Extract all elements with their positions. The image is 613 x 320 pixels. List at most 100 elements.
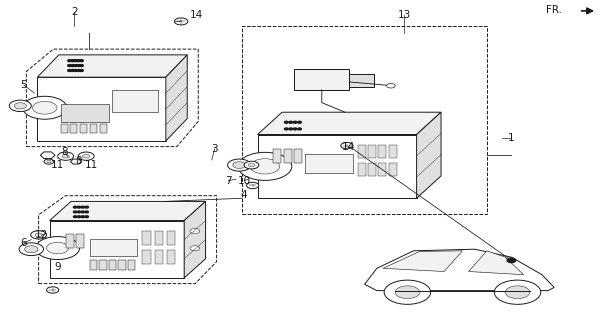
- Circle shape: [298, 128, 302, 130]
- Circle shape: [233, 162, 246, 168]
- Circle shape: [85, 206, 88, 208]
- Text: 10: 10: [238, 176, 251, 186]
- Bar: [368, 163, 376, 176]
- Circle shape: [341, 142, 353, 149]
- Circle shape: [248, 164, 255, 167]
- Circle shape: [80, 65, 83, 67]
- Bar: [358, 163, 366, 176]
- Bar: [389, 145, 397, 158]
- Circle shape: [395, 286, 420, 299]
- Bar: [99, 260, 107, 270]
- Circle shape: [47, 287, 59, 293]
- Bar: [242, 26, 487, 214]
- Circle shape: [74, 69, 77, 71]
- Circle shape: [284, 128, 288, 130]
- Polygon shape: [257, 112, 441, 134]
- Polygon shape: [257, 134, 417, 198]
- Circle shape: [81, 216, 85, 218]
- Circle shape: [293, 121, 297, 123]
- Bar: [167, 250, 175, 264]
- Circle shape: [81, 211, 85, 213]
- Circle shape: [44, 159, 54, 164]
- Bar: [61, 124, 67, 133]
- Circle shape: [238, 152, 292, 180]
- Circle shape: [67, 60, 71, 62]
- Circle shape: [190, 246, 200, 251]
- Bar: [118, 260, 126, 270]
- Circle shape: [293, 128, 297, 130]
- Circle shape: [190, 228, 200, 234]
- Bar: [294, 149, 302, 163]
- Text: 7: 7: [225, 176, 232, 186]
- Text: 8: 8: [75, 156, 82, 166]
- Text: FR.: FR.: [546, 5, 562, 15]
- Text: 5: 5: [21, 80, 27, 90]
- Bar: [76, 234, 84, 248]
- Circle shape: [494, 280, 541, 304]
- Bar: [112, 90, 158, 112]
- Bar: [90, 239, 137, 256]
- Polygon shape: [184, 201, 205, 278]
- Circle shape: [58, 152, 74, 160]
- Circle shape: [31, 231, 47, 239]
- Polygon shape: [383, 251, 462, 271]
- Bar: [66, 234, 74, 248]
- Circle shape: [298, 121, 302, 123]
- Circle shape: [14, 103, 26, 109]
- Circle shape: [387, 84, 395, 88]
- Text: 2: 2: [70, 7, 77, 17]
- Circle shape: [77, 216, 81, 218]
- Circle shape: [289, 121, 292, 123]
- Polygon shape: [70, 159, 82, 164]
- Circle shape: [25, 246, 38, 253]
- Text: 1: 1: [508, 133, 515, 143]
- Circle shape: [67, 69, 71, 71]
- Circle shape: [74, 60, 77, 62]
- Circle shape: [74, 206, 77, 208]
- Bar: [90, 260, 97, 270]
- Text: 8: 8: [61, 147, 68, 157]
- Circle shape: [47, 160, 51, 163]
- Circle shape: [85, 216, 88, 218]
- Circle shape: [246, 182, 259, 189]
- Circle shape: [35, 233, 42, 237]
- Circle shape: [384, 280, 431, 304]
- Bar: [142, 250, 151, 264]
- Circle shape: [23, 96, 67, 119]
- Polygon shape: [166, 55, 187, 141]
- Circle shape: [250, 159, 280, 174]
- Circle shape: [19, 243, 44, 256]
- Text: 11: 11: [85, 160, 98, 170]
- Text: 3: 3: [211, 144, 218, 154]
- Circle shape: [62, 154, 69, 158]
- Bar: [389, 163, 397, 176]
- Circle shape: [83, 154, 89, 158]
- Circle shape: [289, 128, 292, 130]
- Bar: [378, 163, 386, 176]
- Circle shape: [80, 69, 83, 71]
- Circle shape: [505, 286, 530, 299]
- Circle shape: [78, 152, 94, 160]
- Bar: [89, 124, 97, 133]
- Text: 14: 14: [341, 142, 355, 152]
- Bar: [142, 231, 151, 245]
- Circle shape: [36, 236, 80, 260]
- Bar: [61, 104, 109, 122]
- Circle shape: [9, 100, 31, 112]
- Polygon shape: [37, 77, 166, 141]
- Bar: [368, 145, 376, 158]
- Polygon shape: [37, 55, 187, 77]
- Text: 11: 11: [50, 160, 64, 170]
- Bar: [99, 124, 107, 133]
- Bar: [273, 149, 281, 163]
- Circle shape: [67, 65, 71, 67]
- Bar: [294, 69, 349, 90]
- Bar: [128, 260, 135, 270]
- Circle shape: [77, 211, 81, 213]
- Circle shape: [74, 216, 77, 218]
- Circle shape: [70, 65, 74, 67]
- Polygon shape: [417, 112, 441, 198]
- Bar: [358, 145, 366, 158]
- Circle shape: [77, 69, 80, 71]
- Circle shape: [70, 60, 74, 62]
